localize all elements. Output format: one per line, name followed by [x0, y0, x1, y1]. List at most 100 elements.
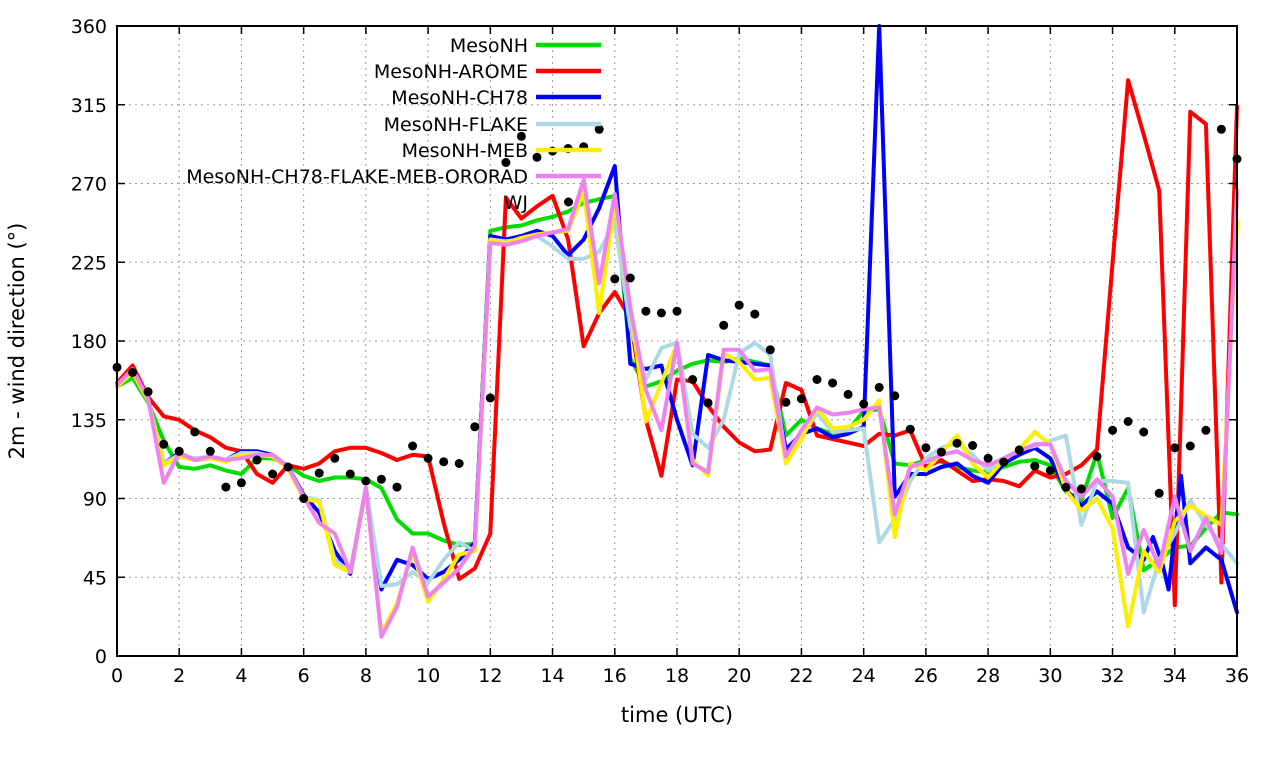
series-point-WJ — [283, 462, 293, 472]
series-line-MesoNH-AROME — [115, 78, 1239, 608]
y-tick-label: 0 — [95, 646, 107, 668]
legend-label: MesoNH-FLAKE — [384, 114, 528, 136]
series-point-WJ — [812, 375, 822, 384]
y-tick-label: 180 — [71, 331, 107, 353]
series-point-WJ — [1139, 427, 1149, 437]
series-point-WJ — [143, 387, 153, 397]
legend-label: MesoNH-CH78 — [391, 87, 528, 109]
x-tick-label: 28 — [976, 665, 1000, 687]
y-tick-label: 135 — [71, 410, 107, 432]
series-point-WJ — [1076, 484, 1086, 494]
series-point-WJ — [190, 427, 200, 437]
series-point-WJ — [750, 309, 760, 319]
series-point-WJ — [890, 391, 900, 401]
x-tick-label: 12 — [478, 665, 502, 687]
series-point-WJ — [672, 306, 682, 316]
series-point-WJ — [1014, 445, 1024, 455]
legend-item-MesoNH-CH78-FLAKE-MEB-ORORAD: MesoNH-CH78-FLAKE-MEB-ORORAD — [186, 166, 601, 188]
legend-label: WJ — [504, 192, 528, 214]
x-tick-label: 0 — [111, 665, 123, 687]
x-tick-label: 8 — [360, 665, 372, 687]
series-point-WJ — [1216, 124, 1226, 134]
x-tick-label: 32 — [1100, 665, 1124, 687]
x-tick-label: 26 — [914, 665, 938, 687]
chart-legend: MesoNH MesoNH-AROME MesoNH-CH78 MesoNH-FLAK… — [186, 35, 601, 214]
series-point-WJ — [485, 393, 495, 403]
series-point-WJ — [330, 453, 340, 463]
series-point-WJ — [221, 482, 231, 492]
series-point-WJ — [656, 308, 666, 318]
series-point-WJ — [952, 438, 962, 448]
series-point-WJ — [252, 455, 262, 465]
y-tick-label: 90 — [83, 489, 107, 511]
series-point-WJ — [345, 469, 355, 479]
series-point-WJ — [159, 439, 169, 449]
series-point-WJ — [1201, 425, 1211, 435]
series-point-WJ — [921, 443, 931, 453]
series-point-WJ — [1092, 452, 1102, 461]
series-point-WJ — [1108, 425, 1118, 435]
legend-label: MesoNH — [450, 35, 528, 57]
series-point-WJ — [936, 447, 946, 457]
series-point-WJ — [1170, 443, 1180, 453]
legend-item-MesoNH-FLAKE: MesoNH-FLAKE — [384, 114, 601, 136]
x-tick-label: 4 — [235, 665, 247, 687]
legend-item-MesoNH-MEB: MesoNH-MEB — [402, 140, 601, 162]
series-point-WJ — [376, 474, 386, 484]
series-line-MesoNH — [115, 193, 1239, 573]
series-point-WJ — [361, 476, 371, 486]
series-point-WJ — [423, 453, 433, 463]
series-point-WJ — [268, 469, 278, 479]
x-tick-label: 30 — [1038, 665, 1062, 687]
series-point-WJ — [796, 394, 806, 404]
x-tick-label: 34 — [1163, 665, 1187, 687]
series-point-WJ — [734, 300, 744, 310]
series-point-WJ — [594, 124, 604, 134]
series-point-WJ — [439, 457, 449, 467]
series-point-WJ — [470, 422, 480, 432]
series-point-WJ — [843, 389, 853, 399]
series-point-WJ — [1045, 466, 1055, 475]
series-point-WJ — [408, 441, 418, 451]
series-point-WJ — [1123, 417, 1133, 426]
legend-item-MesoNH: MesoNH — [450, 35, 601, 57]
x-axis-title: time (UTC) — [621, 703, 733, 727]
legend-label: MesoNH-CH78-FLAKE-MEB-ORORAD — [186, 166, 528, 188]
series-point-WJ — [501, 158, 511, 167]
plot-series — [112, 24, 1242, 639]
series-point-WJ — [874, 382, 884, 392]
series-point-WJ — [516, 131, 526, 141]
y-tick-label: 45 — [83, 567, 107, 589]
y-tick-label: 270 — [71, 174, 107, 196]
series-point-WJ — [174, 446, 184, 456]
series-point-WJ — [688, 375, 698, 384]
series-point-WJ — [299, 494, 309, 503]
series-point-WJ — [703, 398, 713, 408]
x-tick-label: 18 — [665, 665, 689, 687]
x-tick-label: 10 — [416, 665, 440, 687]
x-tick-label: 16 — [603, 665, 627, 687]
axes — [116, 25, 1238, 657]
series-point-WJ — [781, 397, 791, 407]
series-point-WJ — [128, 368, 138, 377]
tick-labels: 0 2 4 6 8 10 12 14 16 18 20 22 24 26 28 30 32 34 360459013… — [71, 16, 1249, 687]
y-tick-label: 315 — [71, 95, 107, 117]
x-tick-label: 2 — [173, 665, 185, 687]
y-tick-label: 360 — [71, 16, 107, 38]
legend-label: MesoNH-MEB — [402, 140, 528, 162]
legend-label: MesoNH-AROME — [374, 61, 528, 83]
series-point-WJ — [1030, 461, 1040, 471]
series-point-WJ — [1185, 441, 1195, 451]
series-point-WJ — [454, 459, 464, 468]
series-point-WJ — [205, 446, 215, 456]
series-point-WJ — [999, 457, 1009, 467]
series-point-WJ — [1061, 482, 1071, 492]
x-tick-label: 20 — [727, 665, 751, 687]
series-point-WJ — [859, 399, 869, 409]
series-point-WJ — [314, 468, 324, 478]
series-point-WJ — [532, 152, 542, 162]
x-tick-label: 24 — [852, 665, 876, 687]
series-point-WJ — [625, 273, 635, 283]
